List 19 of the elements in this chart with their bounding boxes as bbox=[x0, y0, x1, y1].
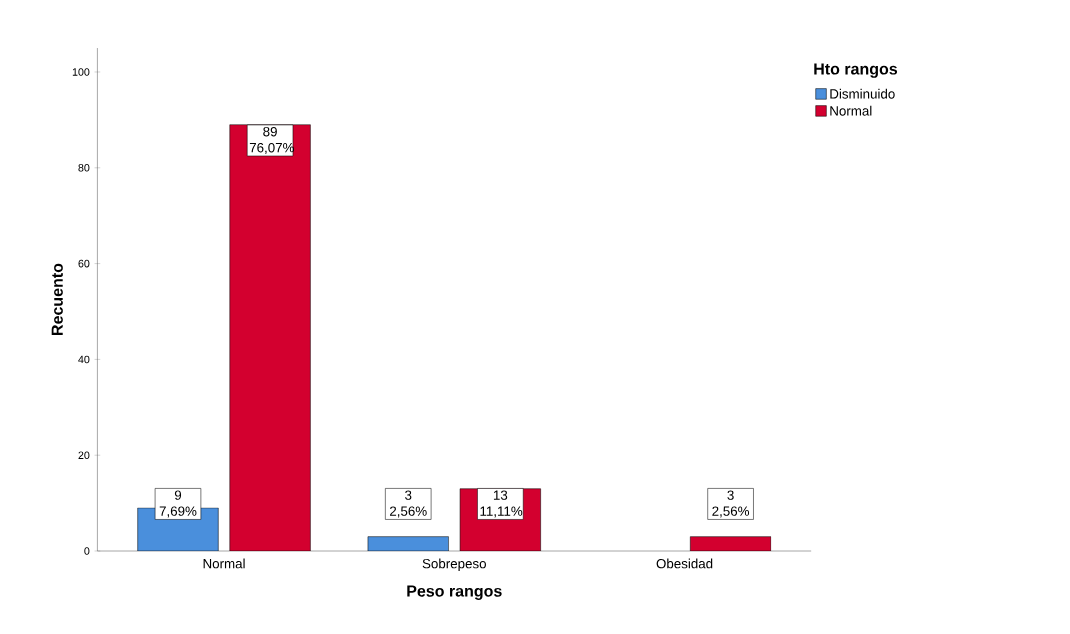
y-tick-label: 100 bbox=[72, 68, 90, 76]
data-label: 9 7,69% bbox=[159, 490, 197, 518]
y-tick-label: 20 bbox=[78, 451, 90, 460]
y-tick-label: 40 bbox=[78, 355, 90, 364]
data-label: 3 2,56% bbox=[389, 490, 427, 518]
data-label: 3 2,56% bbox=[712, 490, 750, 518]
x-tick-label: Normal bbox=[203, 558, 245, 569]
x-tick-label: Sobrepeso bbox=[422, 558, 486, 572]
legend-label: Normal bbox=[830, 105, 872, 116]
y-tick-label: 80 bbox=[78, 164, 90, 172]
y-tick-label: 0 bbox=[84, 547, 90, 555]
legend-title: Hto rangos bbox=[814, 63, 898, 78]
data-label: 13 11,11% bbox=[480, 490, 523, 518]
y-axis-title: Recuento bbox=[51, 263, 63, 336]
x-axis-title: Peso rangos bbox=[407, 585, 502, 601]
legend-label: Disminuido bbox=[830, 88, 895, 99]
y-tick-label: 60 bbox=[78, 259, 90, 268]
x-tick-label: Obesidad bbox=[656, 558, 713, 569]
bar bbox=[229, 124, 311, 552]
